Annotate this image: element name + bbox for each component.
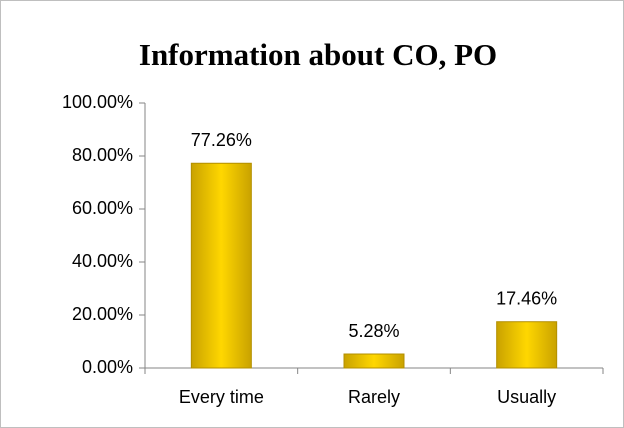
x-tick-label: Usually bbox=[497, 387, 556, 407]
y-tick-label: 60.00% bbox=[72, 198, 133, 218]
value-label: 17.46% bbox=[496, 288, 557, 308]
y-tick-label: 40.00% bbox=[72, 251, 133, 271]
x-tick-label: Rarely bbox=[348, 387, 400, 407]
value-label: 5.28% bbox=[348, 321, 399, 341]
value-label: 77.26% bbox=[191, 130, 252, 150]
bar bbox=[343, 353, 405, 369]
chart-title: Information about CO, PO bbox=[139, 37, 497, 72]
x-tick-label: Every time bbox=[179, 387, 264, 407]
y-tick-label: 80.00% bbox=[72, 145, 133, 165]
y-tick-label: 20.00% bbox=[72, 304, 133, 324]
y-tick-label: 0.00% bbox=[82, 357, 133, 377]
y-tick-label: 100.00% bbox=[62, 92, 133, 112]
bar bbox=[496, 321, 558, 369]
bar bbox=[190, 162, 252, 369]
